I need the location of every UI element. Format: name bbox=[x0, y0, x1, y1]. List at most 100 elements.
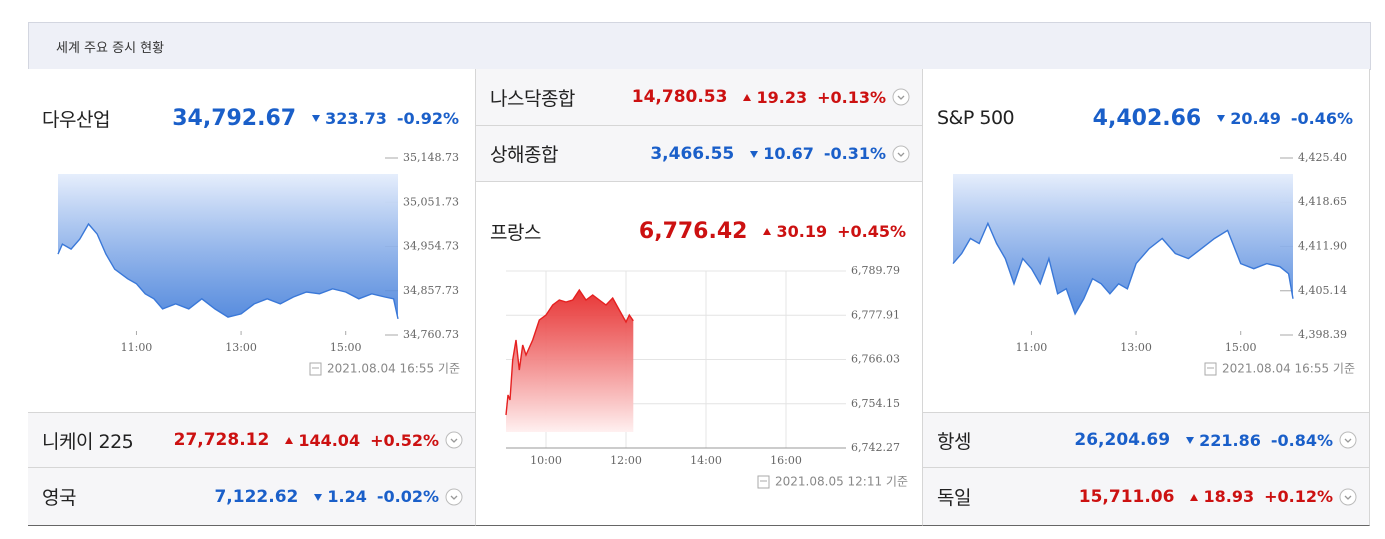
index-change: 20.49 bbox=[1215, 109, 1281, 128]
change-value: 30.19 bbox=[776, 221, 828, 241]
change-value: 221.86 bbox=[1199, 430, 1261, 450]
x-tick-label: 15:00 bbox=[330, 341, 362, 354]
line bbox=[952, 221, 1294, 316]
change-value: 10.67 bbox=[763, 144, 814, 163]
x-tick-label: 13:00 bbox=[225, 341, 257, 354]
expand-button[interactable] bbox=[1339, 488, 1357, 506]
index-price: 7,122.62 bbox=[214, 486, 299, 507]
trend-arrow bbox=[285, 437, 294, 444]
change-value: 20.49 bbox=[1230, 108, 1281, 128]
y-tick-label: 34,857.73 bbox=[403, 284, 459, 297]
index-price: 14,780.53 bbox=[631, 87, 728, 107]
widget-title: 세계 주요 증시 현황 bbox=[56, 41, 165, 56]
button-chevron bbox=[450, 438, 458, 443]
expand-button[interactable] bbox=[892, 88, 910, 106]
index-change: 10.67 bbox=[748, 144, 814, 163]
index-name: S&P 500 bbox=[937, 107, 1015, 129]
title-bar: 세계 주요 증시 현황 bbox=[28, 22, 1371, 70]
index-name: 항셍 bbox=[937, 430, 971, 453]
y-tick-label: 4,398.39 bbox=[1298, 328, 1347, 341]
index-header: 영국 7,122.62 1.24 -0.02% bbox=[42, 468, 463, 525]
index-row: 독일 15,711.06 18.93 +0.12% bbox=[923, 468, 1370, 526]
button-chevron bbox=[1344, 438, 1352, 443]
button-circle bbox=[1339, 431, 1357, 449]
index-panel: 다우산업 34,792.67 323.73 -0.92% 35,148.73 35,051… bbox=[28, 69, 476, 413]
change-value: 1.24 bbox=[327, 487, 367, 506]
line bbox=[505, 288, 634, 416]
expand-button[interactable] bbox=[445, 488, 463, 506]
index-panel: 프랑스 6,776.42 30.19 +0.45% 6,789.79 6,777.91 6,… bbox=[476, 182, 923, 526]
line bbox=[57, 222, 399, 320]
index-header: 나스닥종합 14,780.53 19.23 +0.13% bbox=[490, 69, 910, 125]
index-change: 1.24 bbox=[312, 487, 367, 506]
index-header: 상해종합 3,466.55 10.67 -0.31% bbox=[490, 126, 910, 181]
x-tick-label: 13:00 bbox=[1120, 341, 1152, 354]
change-value: 18.93 bbox=[1203, 487, 1255, 506]
chart: 4,425.40 4,418.65 4,411.90 4,405.14 4,398.39… bbox=[952, 151, 1355, 376]
index-row: 영국 7,122.62 1.24 -0.02% bbox=[28, 468, 476, 526]
area bbox=[58, 174, 398, 319]
y-tick-label: 6,777.91 bbox=[851, 308, 900, 321]
expand-button[interactable] bbox=[445, 431, 463, 449]
index-name: 독일 bbox=[937, 487, 971, 509]
arrow-shape bbox=[1190, 493, 1199, 501]
index-price: 4,402.66 bbox=[1092, 105, 1202, 131]
expand-button[interactable] bbox=[1339, 431, 1357, 449]
trend-arrow bbox=[743, 94, 752, 101]
trend-arrow bbox=[763, 228, 772, 235]
index-change: 221.86 bbox=[1184, 431, 1261, 450]
button-circle bbox=[445, 488, 463, 505]
index-change: 144.04 bbox=[283, 431, 360, 450]
chart: 35,148.73 35,051.73 34,954.73 34,857.73 34,7… bbox=[57, 151, 460, 376]
index-change: 19.23 bbox=[741, 88, 807, 107]
index-change-pct: -0.31% bbox=[823, 144, 886, 163]
doc-icon bbox=[309, 362, 322, 376]
index-change-pct: -0.92% bbox=[396, 108, 459, 128]
x-tick-label: 11:00 bbox=[121, 341, 153, 354]
y-tick-label: 35,148.73 bbox=[403, 151, 459, 164]
doc-icon bbox=[757, 475, 770, 489]
arrow-shape bbox=[285, 437, 294, 444]
y-tick-label: 35,051.73 bbox=[403, 195, 459, 208]
index-change: 18.93 bbox=[1188, 487, 1254, 506]
arrow-shape bbox=[1186, 437, 1195, 444]
index-name: 상해종합 bbox=[490, 144, 558, 166]
index-price: 34,792.67 bbox=[172, 105, 297, 131]
arrow-shape bbox=[763, 228, 772, 235]
index-change-pct: +0.45% bbox=[837, 221, 906, 241]
change-value: 323.73 bbox=[325, 108, 387, 128]
x-tick-label: 14:00 bbox=[690, 454, 722, 467]
index-change-pct: +0.52% bbox=[370, 430, 439, 450]
button-circle bbox=[892, 145, 910, 162]
index-row: 니케이 225 27,728.12 144.04 +0.52% bbox=[28, 413, 476, 468]
footnote: 2021.08.05 12:11 기준 bbox=[775, 475, 908, 489]
trend-arrow bbox=[312, 115, 321, 122]
expand-button[interactable] bbox=[892, 145, 910, 163]
trend-arrow bbox=[1190, 493, 1199, 501]
arrow-shape bbox=[314, 493, 323, 501]
y-tick-label: 4,405.14 bbox=[1298, 284, 1347, 297]
index-price: 26,204.69 bbox=[1074, 430, 1171, 450]
index-header: S&P 500 4,402.66 20.49 -0.46% bbox=[937, 103, 1353, 133]
trend-arrow bbox=[1186, 437, 1195, 444]
button-chevron bbox=[897, 95, 905, 100]
index-change-pct: -0.46% bbox=[1290, 108, 1353, 128]
y-tick-label: 6,754.15 bbox=[851, 397, 900, 410]
index-change-pct: +0.12% bbox=[1264, 487, 1333, 506]
index-change-pct: -0.84% bbox=[1270, 430, 1333, 450]
button-circle bbox=[1339, 488, 1357, 505]
index-row: 나스닥종합 14,780.53 19.23 +0.13% bbox=[476, 69, 923, 126]
button-circle bbox=[445, 431, 463, 449]
index-panel: S&P 500 4,402.66 20.49 -0.46% 4,425.40 4,418.… bbox=[923, 69, 1370, 413]
y-tick-label: 34,954.73 bbox=[403, 240, 459, 253]
y-tick-label: 6,789.79 bbox=[851, 264, 900, 277]
chart: 6,789.79 6,777.91 6,766.03 6,754.15 6,742.27… bbox=[505, 264, 908, 489]
index-name: 영국 bbox=[42, 487, 76, 509]
index-name: 니케이 225 bbox=[42, 430, 134, 453]
index-name: 나스닥종합 bbox=[490, 87, 575, 110]
index-price: 15,711.06 bbox=[1078, 486, 1175, 507]
button-chevron bbox=[897, 152, 905, 157]
arrow-shape bbox=[1217, 115, 1226, 122]
x-tick-label: 16:00 bbox=[770, 454, 802, 467]
